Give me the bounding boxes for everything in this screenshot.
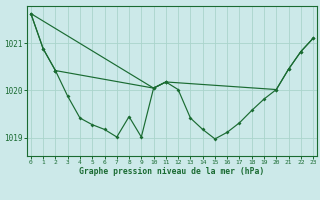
X-axis label: Graphe pression niveau de la mer (hPa): Graphe pression niveau de la mer (hPa) [79,167,265,176]
